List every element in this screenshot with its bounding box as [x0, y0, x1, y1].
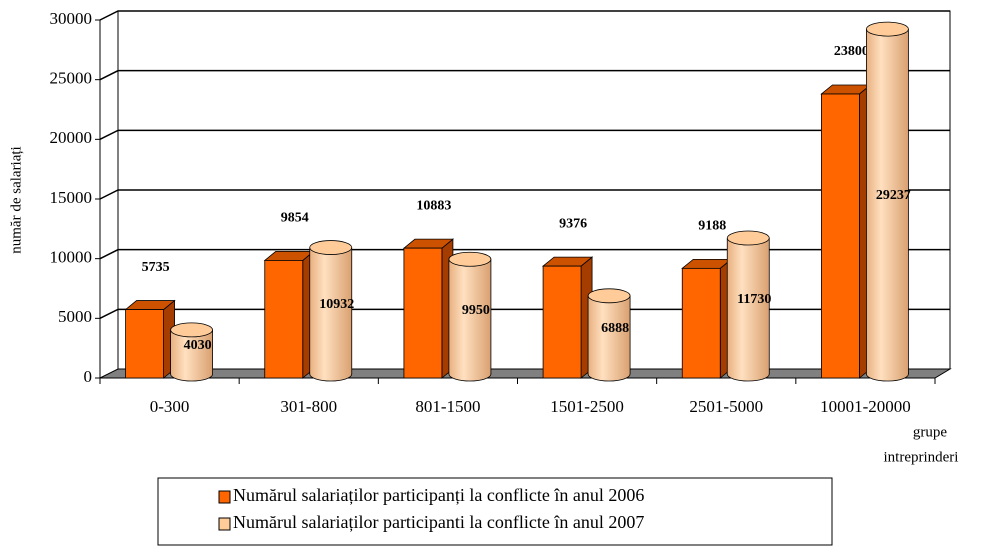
grid-line	[99, 129, 950, 141]
value-label: 9188	[698, 219, 726, 234]
grid-line	[99, 69, 950, 81]
value-label: 23800	[834, 44, 869, 59]
grid-line	[99, 308, 950, 320]
x-tick-label: 1501-2500	[550, 397, 624, 416]
cylinder-top	[309, 240, 353, 255]
legend-label: Numărul salariaților participanți la con…	[233, 485, 644, 505]
value-label: 4030	[184, 338, 212, 353]
bar	[681, 267, 721, 379]
bar	[866, 29, 909, 374]
grid-line	[99, 10, 950, 21]
cylinder-top	[587, 288, 631, 304]
cylinder-top	[170, 322, 213, 338]
x-tick-label: 10001-20000	[820, 397, 911, 416]
bar	[727, 238, 770, 374]
grid-line	[99, 189, 950, 200]
bar	[264, 260, 304, 379]
y-tick-label: 5000	[58, 307, 92, 326]
value-label: 9854	[281, 211, 309, 226]
value-label: 11730	[737, 292, 771, 307]
x-tick-label: 0-300	[150, 397, 190, 416]
value-label: 29237	[876, 188, 911, 203]
value-label: 10932	[319, 297, 354, 312]
x-axis-title: grupe	[913, 424, 947, 440]
x-tick-label: 801-1500	[415, 397, 480, 416]
y-axis-title: număr de salariați	[8, 146, 24, 253]
y-tick-label: 20000	[50, 128, 93, 147]
value-label: 9950	[462, 303, 490, 318]
cylinder-top	[866, 21, 909, 37]
bar	[309, 247, 352, 374]
legend-label: Numărul salariaților participanti la con…	[233, 512, 644, 532]
cylinder-top	[448, 251, 492, 267]
x-tick-label: 301-800	[280, 397, 337, 416]
value-label: 9376	[559, 216, 587, 231]
bar	[821, 93, 860, 379]
y-tick-label: 0	[84, 367, 93, 386]
y-tick-label: 10000	[50, 248, 93, 267]
bar	[588, 295, 631, 374]
cylinder-top	[726, 230, 770, 246]
x-tick-label: 2501-5000	[689, 397, 763, 416]
y-tick-label: 15000	[50, 188, 93, 207]
bar	[542, 265, 582, 379]
bar	[403, 247, 443, 379]
y-tick-label: 30000	[50, 9, 93, 28]
value-label: 6888	[601, 321, 629, 336]
bar	[448, 259, 491, 374]
y-tick-label: 25000	[50, 69, 93, 88]
grid-line	[99, 248, 950, 260]
bar	[125, 309, 164, 379]
x-axis-title: intreprinderi	[884, 449, 959, 465]
legend	[157, 477, 833, 546]
legend-swatch	[218, 517, 231, 531]
value-label: 5735	[142, 260, 170, 275]
value-label: 10883	[416, 198, 451, 213]
legend-swatch	[218, 490, 231, 504]
